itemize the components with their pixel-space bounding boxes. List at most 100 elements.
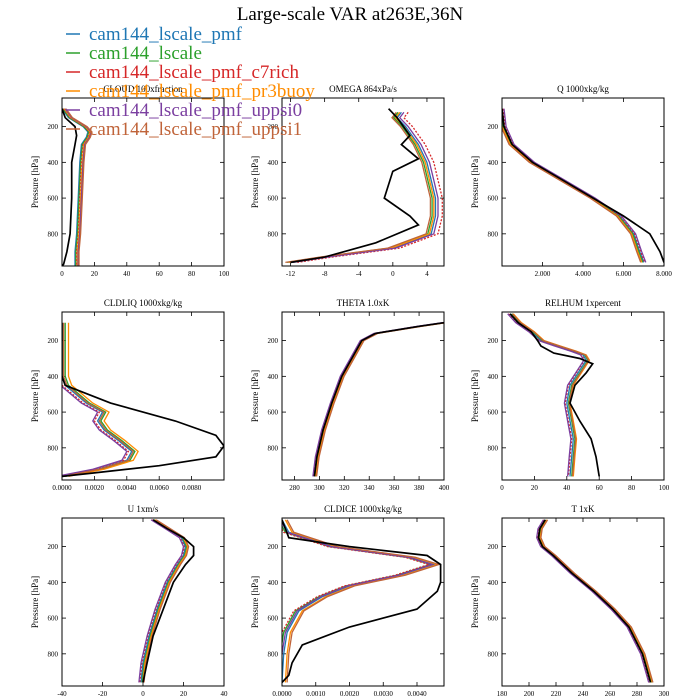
observations-line	[502, 108, 664, 263]
x-tick-label: 20	[91, 270, 99, 278]
y-tick-label: 200	[268, 123, 279, 131]
x-tick-label: 0.0000	[272, 690, 292, 698]
series-line-cam144_lscale_pmf_uppsi0	[282, 521, 435, 665]
y-tick-label: 600	[268, 409, 279, 417]
y-tick-label: 600	[488, 409, 499, 417]
x-tick-label: 6.000	[616, 270, 632, 278]
legend-label: cam144_lscale_pmf	[89, 24, 243, 45]
x-tick-label: -40	[57, 690, 67, 698]
x-tick-label: -8	[322, 270, 328, 278]
plot-frame	[501, 97, 665, 267]
x-tick-label: 0.0060	[150, 484, 170, 492]
x-tick-label: 0.0030	[374, 690, 394, 698]
x-tick-label: 300	[314, 484, 325, 492]
observations-line	[290, 108, 420, 264]
plot-frame	[281, 97, 445, 267]
observations-line	[509, 313, 601, 477]
series-group	[536, 519, 654, 683]
series-line-cam144_lscale_pmf_c7rich	[282, 527, 431, 637]
y-axis-label: Pressure [hPa]	[250, 370, 260, 422]
y-tick-label: 400	[268, 159, 279, 167]
panel-title: U 1xm/s	[128, 504, 159, 514]
series-line-cam144_lscale_pmf_uppsi1	[502, 127, 642, 263]
y-axis-label: Pressure [hPa]	[250, 156, 260, 208]
series-group	[285, 108, 443, 264]
plot-frame	[501, 517, 665, 687]
figure-title: Large-scale VAR at263E,36N	[237, 4, 464, 25]
series-group	[502, 108, 664, 263]
x-tick-label: 0.0000	[52, 484, 72, 492]
x-tick-label: 4	[425, 270, 429, 278]
series-line-cam144_lscale_pmf_c7rich	[139, 519, 185, 683]
chart-panel-3: Q 1000xkg/kg Pressure [hPa] 2.000 4.000 6.00…	[470, 84, 672, 278]
x-tick-label: 320	[339, 484, 350, 492]
y-tick-label: 200	[48, 543, 59, 551]
plot-frame	[281, 311, 445, 481]
plot-frame	[61, 311, 225, 481]
chart-panel-8: CLDICE 1000xkg/kg Pressure [hPa] 0.0000 0.0…	[250, 504, 445, 698]
x-tick-label: 400	[439, 484, 450, 492]
plot-frame	[501, 311, 665, 481]
y-tick-label: 400	[488, 159, 499, 167]
y-tick-label: 200	[268, 337, 279, 345]
y-tick-label: 200	[488, 123, 499, 131]
x-tick-label: 0.0020	[85, 484, 105, 492]
y-tick-label: 800	[488, 230, 499, 238]
panel-title: THETA 1.0xK	[337, 298, 390, 308]
series-line-cam144_lscale_pmf_uppsi1	[540, 519, 654, 683]
y-axis-label: Pressure [hPa]	[470, 576, 480, 628]
y-tick-label: 400	[48, 579, 59, 587]
x-tick-label: 0	[500, 484, 504, 492]
panel-title: CLOUD 100xfraction	[103, 84, 183, 94]
series-line-cam144_lscale_pmf_uppsi1	[285, 111, 432, 264]
x-tick-label: -4	[356, 270, 362, 278]
x-tick-label: 8.000	[656, 270, 672, 278]
panel-title: CLDLIQ 1000xkg/kg	[104, 298, 183, 308]
y-tick-label: 400	[268, 579, 279, 587]
x-tick-label: 240	[578, 690, 589, 698]
chart-panel-1: CLOUD 100xfraction Pressure [hPa] 0 20 40 60 8…	[30, 84, 230, 278]
y-tick-label: 600	[488, 615, 499, 623]
y-tick-label: 200	[48, 337, 59, 345]
chart-panel-2: OMEGA 864xPa/s Pressure [hPa] -12 -8 -4 0 4 200…	[250, 84, 445, 278]
legend: cam144_lscale_pmfcam144_lscalecam144_lsc…	[66, 24, 315, 140]
y-tick-label: 800	[268, 444, 279, 452]
series-group	[62, 108, 93, 266]
x-tick-label: 0.0040	[407, 690, 427, 698]
y-tick-label: 600	[268, 615, 279, 623]
x-tick-label: 4.000	[575, 270, 591, 278]
series-group	[138, 519, 195, 683]
observations-line	[313, 321, 444, 477]
y-tick-label: 200	[488, 337, 499, 345]
x-tick-label: 40	[123, 270, 131, 278]
x-tick-label: 0.0080	[182, 484, 202, 492]
x-tick-label: 0	[141, 690, 145, 698]
x-tick-label: 300	[659, 690, 670, 698]
y-tick-label: 800	[48, 230, 59, 238]
chart-panel-6: RELHUM 1xpercent Pressure [hPa] 0 20 40 60 80 1…	[470, 298, 670, 492]
x-tick-label: 360	[389, 484, 400, 492]
series-line-cam144_lscale_pmf_uppsi0	[138, 519, 185, 683]
panel-title: OMEGA 864xPa/s	[329, 84, 397, 94]
x-tick-label: 0	[391, 270, 395, 278]
x-tick-label: 220	[551, 690, 562, 698]
y-tick-label: 400	[488, 579, 499, 587]
plot-frame	[61, 517, 225, 687]
y-tick-label: 400	[48, 159, 59, 167]
x-tick-label: 340	[364, 484, 375, 492]
legend-label: cam144_lscale_pmf_pr3buoy	[89, 81, 315, 102]
y-tick-label: 800	[48, 444, 59, 452]
observations-line	[282, 519, 442, 683]
observations-line	[537, 519, 652, 683]
legend-label: cam144_lscale_pmf_uppsi1	[89, 119, 302, 140]
y-tick-label: 600	[48, 409, 59, 417]
x-tick-label: 0	[60, 270, 64, 278]
series-line-cam144_lscale_pmf_c7rich	[62, 383, 130, 477]
chart-panel-9: T 1xK Pressure [hPa] 180 200 220 240 260 280 300…	[470, 504, 670, 698]
x-tick-label: 60	[596, 484, 604, 492]
series-line-cam144_lscale_pmf_uppsi0	[536, 519, 650, 683]
x-tick-label: 180	[497, 690, 508, 698]
x-tick-label: 2.000	[535, 270, 551, 278]
x-tick-label: 100	[659, 484, 670, 492]
